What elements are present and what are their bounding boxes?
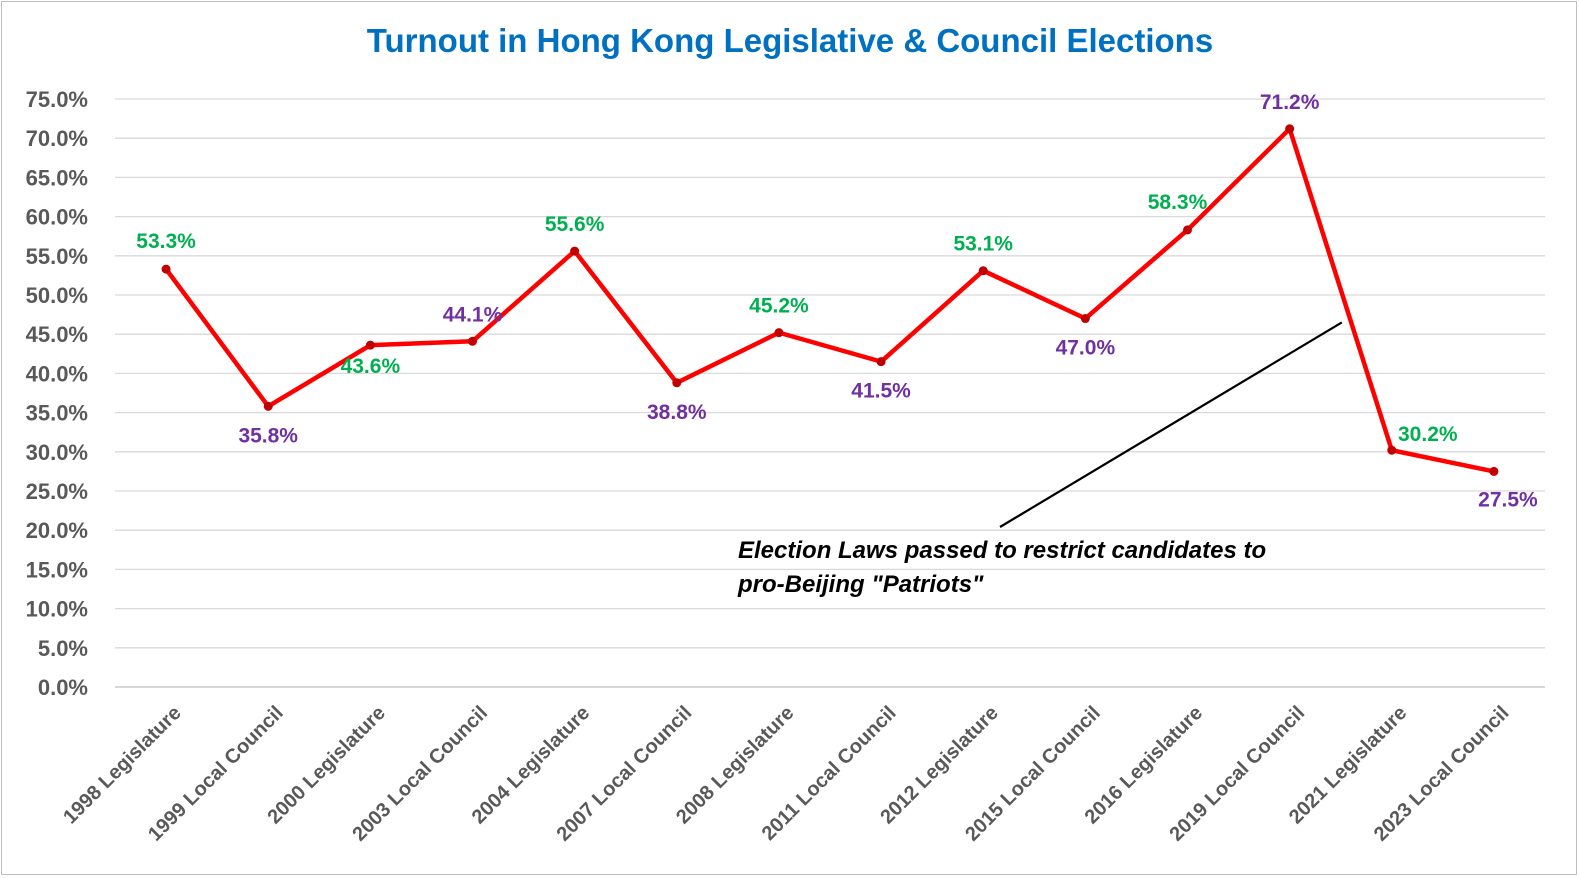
annotation: Election Laws passed to restrict candida… bbox=[737, 321, 1343, 598]
data-label: 41.5% bbox=[851, 380, 911, 403]
data-label: 27.5% bbox=[1478, 488, 1538, 511]
chart-title: Turnout in Hong Kong Legislative & Counc… bbox=[366, 22, 1214, 59]
data-point bbox=[263, 401, 273, 411]
data-point bbox=[365, 340, 375, 350]
y-tick-label: 40.0% bbox=[26, 361, 88, 386]
data-label: 30.2% bbox=[1398, 423, 1458, 446]
data-point bbox=[570, 246, 580, 256]
y-tick-label: 50.0% bbox=[26, 283, 88, 308]
y-tick-label: 15.0% bbox=[26, 557, 88, 582]
data-point bbox=[978, 266, 988, 276]
y-tick-label: 55.0% bbox=[26, 244, 88, 269]
data-label: 35.8% bbox=[238, 424, 298, 447]
data-label: 45.2% bbox=[749, 295, 809, 318]
annotation-pointer bbox=[999, 321, 1343, 528]
data-labels: 53.3% 35.8% 43.6% 44.1% 55.6% 38.8% 45.2% 41.5%… bbox=[136, 91, 1538, 512]
data-point bbox=[1489, 466, 1499, 476]
data-point bbox=[1285, 124, 1295, 134]
data-point bbox=[1080, 314, 1090, 324]
data-label: 43.6% bbox=[341, 355, 401, 378]
y-tick-label: 70.0% bbox=[26, 126, 88, 151]
y-tick-label: 45.0% bbox=[26, 322, 88, 347]
data-label: 44.1% bbox=[443, 303, 503, 326]
y-axis-ticks: 0.0% 5.0% 10.0% 15.0% 20.0% 25.0% 30.0% 35.0% 40… bbox=[26, 87, 88, 700]
data-label: 55.6% bbox=[545, 213, 605, 236]
series-line bbox=[164, 126, 1495, 474]
data-label: 53.1% bbox=[953, 233, 1013, 256]
y-tick-label: 25.0% bbox=[26, 479, 88, 504]
data-point bbox=[672, 378, 682, 388]
data-label: 58.3% bbox=[1148, 191, 1208, 214]
data-point bbox=[468, 336, 477, 346]
y-tick-label: 0.0% bbox=[38, 675, 88, 700]
y-tick-label: 10.0% bbox=[26, 597, 88, 622]
data-label: 71.2% bbox=[1260, 91, 1320, 114]
y-tick-label: 30.0% bbox=[26, 440, 88, 465]
data-label: 53.3% bbox=[136, 230, 196, 253]
series-turnout bbox=[161, 124, 1499, 476]
annotation-text: pro-Beijing "Patriots" bbox=[737, 571, 984, 598]
data-label: 38.8% bbox=[647, 401, 707, 424]
y-tick-label: 75.0% bbox=[26, 87, 88, 112]
y-tick-label: 20.0% bbox=[26, 518, 88, 543]
data-point bbox=[876, 357, 886, 367]
data-point bbox=[161, 264, 171, 274]
data-label: 47.0% bbox=[1056, 337, 1116, 360]
y-tick-label: 5.0% bbox=[38, 636, 88, 661]
data-point bbox=[1183, 225, 1192, 235]
data-point bbox=[1387, 445, 1397, 455]
gridlines bbox=[115, 98, 1545, 688]
data-point bbox=[774, 328, 784, 338]
y-tick-label: 65.0% bbox=[26, 165, 88, 190]
y-tick-label: 35.0% bbox=[26, 401, 88, 426]
annotation-text: Election Laws passed to restrict candida… bbox=[738, 537, 1266, 564]
y-tick-label: 60.0% bbox=[26, 205, 88, 230]
